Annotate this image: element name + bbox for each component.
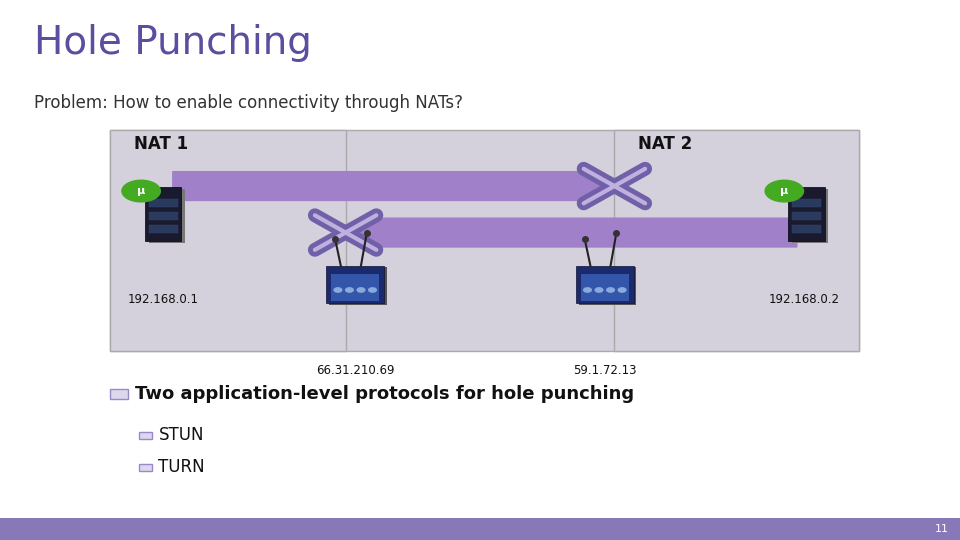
Circle shape	[122, 180, 160, 202]
Bar	[614, 130, 859, 351]
Bar	[326, 266, 384, 303]
Text: 192.168.0.2: 192.168.0.2	[769, 293, 840, 306]
Circle shape	[584, 288, 591, 292]
Bar	[110, 130, 859, 351]
Text: Two application-level protocols for hole punching: Two application-level protocols for hole…	[135, 385, 635, 403]
Bar	[149, 212, 178, 220]
Bar	[149, 189, 185, 243]
Text: NAT 2: NAT 2	[638, 135, 693, 153]
Text: 66.31.210.69: 66.31.210.69	[316, 364, 395, 377]
Text: STUN: STUN	[158, 426, 204, 444]
Circle shape	[607, 288, 614, 292]
Text: NAT 1: NAT 1	[134, 135, 188, 153]
Bar	[149, 199, 178, 207]
Bar	[139, 432, 152, 439]
Bar	[792, 199, 821, 207]
FancyArrow shape	[173, 167, 605, 205]
Text: Problem: How to enable connectivity through NATs?: Problem: How to enable connectivity thro…	[34, 94, 463, 112]
Bar	[579, 267, 636, 305]
Text: μ: μ	[137, 186, 145, 196]
Bar	[145, 187, 181, 241]
Bar	[0, 518, 960, 540]
Circle shape	[334, 288, 342, 292]
Text: 59.1.72.13: 59.1.72.13	[573, 364, 636, 377]
Circle shape	[765, 180, 804, 202]
FancyArrow shape	[355, 214, 797, 251]
Bar	[576, 266, 634, 303]
Text: TURN: TURN	[158, 458, 205, 476]
Text: 11: 11	[934, 524, 948, 534]
Text: 192.168.0.1: 192.168.0.1	[128, 293, 199, 306]
Bar	[792, 189, 828, 243]
Bar	[792, 225, 821, 233]
Circle shape	[357, 288, 365, 292]
Bar	[581, 274, 629, 301]
Text: μ: μ	[780, 186, 788, 196]
Bar	[331, 274, 379, 301]
Text: Hole Punching: Hole Punching	[34, 24, 311, 62]
Bar	[149, 225, 178, 233]
Bar	[110, 389, 128, 399]
Circle shape	[618, 288, 626, 292]
Bar	[792, 212, 821, 220]
Circle shape	[369, 288, 376, 292]
Circle shape	[595, 288, 603, 292]
Circle shape	[346, 288, 353, 292]
Bar	[329, 267, 387, 305]
Bar	[788, 187, 825, 241]
Bar	[110, 130, 346, 351]
Bar	[139, 464, 152, 471]
